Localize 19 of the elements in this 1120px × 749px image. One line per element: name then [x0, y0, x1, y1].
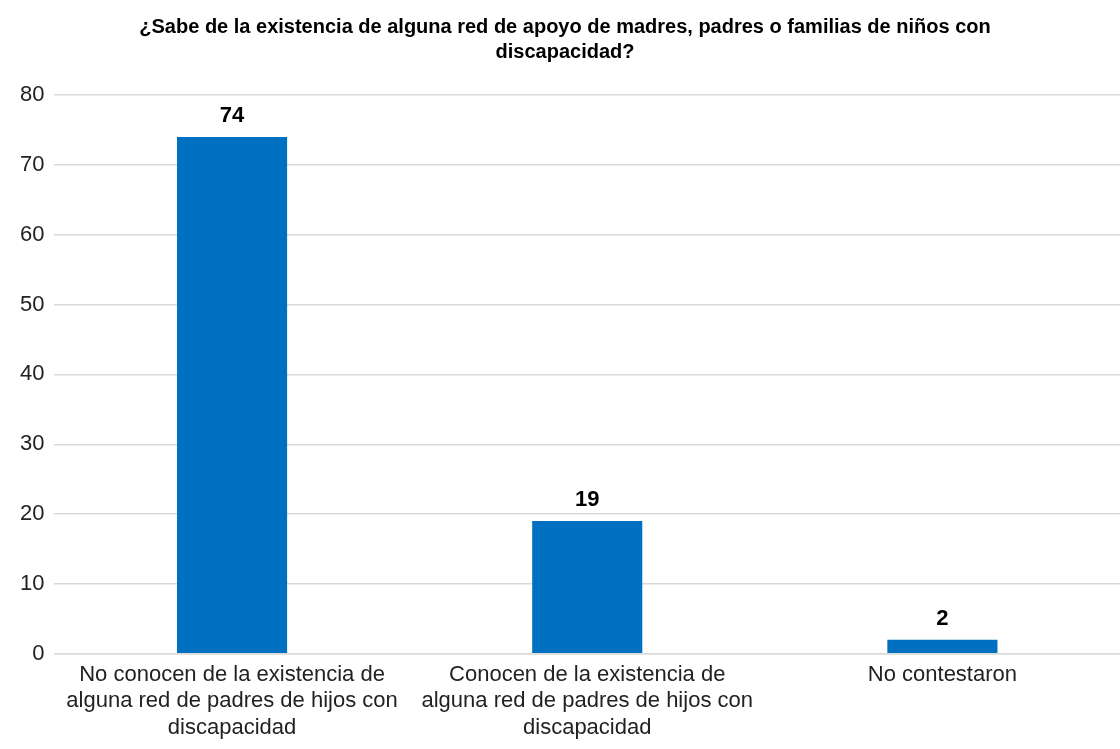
- y-tick-label: 20: [19, 500, 45, 526]
- x-tick-label: No conocen de la existencia de alguna red de padres de hijos con discapacidad: [66, 661, 398, 739]
- y-tick-label: 40: [19, 360, 45, 386]
- y-tick-label: 50: [19, 290, 45, 316]
- x-tick-label: No contestaron: [867, 661, 1018, 687]
- bar: [177, 136, 288, 654]
- data-label: 19: [574, 486, 600, 512]
- y-tick-label: 60: [19, 220, 45, 246]
- y-tick-label: 10: [19, 570, 45, 596]
- chart-title: ¿Sabe de la existencia de alguna red de apoyo de madres, padres o familias de niños con discapacidad?: [139, 15, 991, 63]
- y-tick-label: 0: [32, 639, 45, 665]
- data-label: 2: [936, 604, 949, 630]
- bar: [532, 521, 643, 654]
- x-tick-label: Conocen de la existencia de alguna red de padres de hijos con discapacidad: [421, 661, 753, 739]
- bar: [887, 639, 998, 654]
- y-tick-label: 70: [19, 150, 45, 176]
- data-label: 74: [219, 101, 246, 127]
- y-tick-label: 30: [19, 430, 45, 456]
- y-tick-label: 80: [19, 81, 45, 107]
